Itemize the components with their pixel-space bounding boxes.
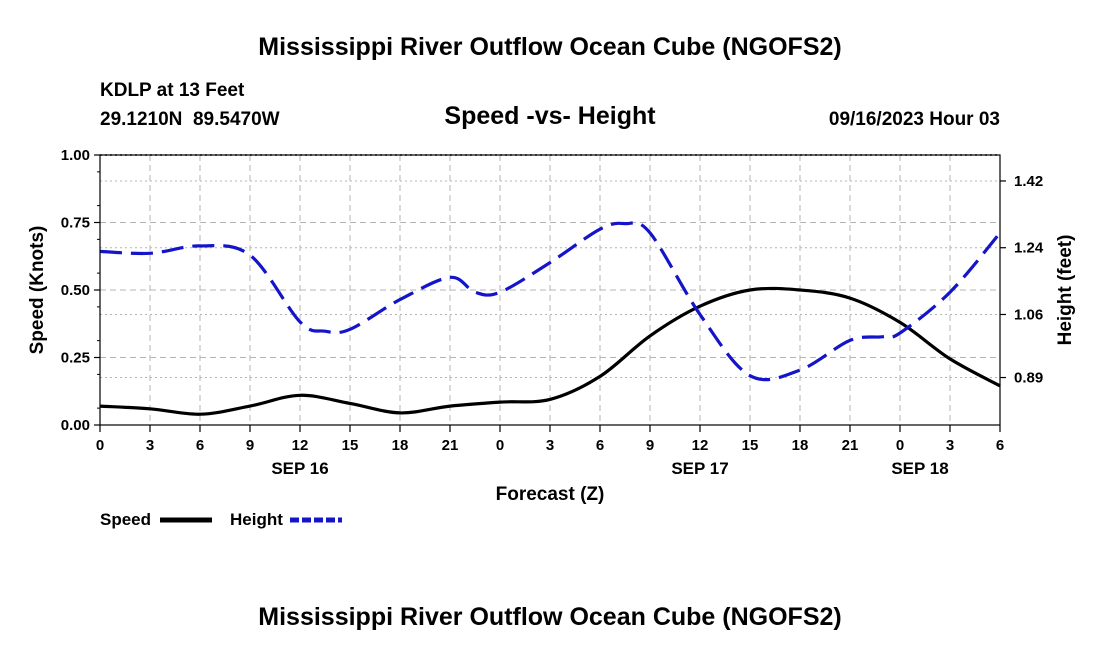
x-tick-label: 9 [646, 437, 654, 454]
y-tick-label: 0.50 [61, 282, 90, 299]
y-tick-label: 0.75 [61, 215, 90, 232]
x-tick-label: 9 [246, 437, 254, 454]
y2-tick-label: 1.06 [1014, 306, 1043, 323]
y-axis-label: Speed (Knots) [27, 226, 48, 355]
date-label: SEP 18 [891, 459, 948, 478]
speed-series-line [99, 286, 1001, 416]
x-tick-label: 3 [146, 437, 154, 454]
page-title: Mississippi River Outflow Ocean Cube (NG… [258, 33, 841, 61]
y-tick-label: 1.00 [61, 147, 90, 164]
x-tick-label: 6 [196, 437, 204, 454]
forecast-datetime: 09/16/2023 Hour 03 [829, 109, 1000, 130]
date-label: SEP 17 [671, 459, 728, 478]
height-series-line [99, 221, 1002, 382]
legend-speed-label: Speed [100, 510, 151, 529]
x-tick-label: 15 [742, 437, 759, 454]
y2-tick-label: 0.89 [1014, 370, 1043, 387]
legend: Speed Height [100, 510, 342, 529]
x-tick-label: 12 [292, 437, 309, 454]
x-tick-label: 3 [946, 437, 954, 454]
x-tick-label: 6 [996, 437, 1004, 454]
x-tick-label: 0 [896, 437, 904, 454]
gridlines [100, 155, 1000, 425]
station-coordinates: 29.1210N 89.5470W [100, 109, 280, 130]
chart-title: Speed -vs- Height [444, 102, 656, 130]
station-name: KDLP at 13 Feet [100, 80, 245, 101]
y2-tick-label: 1.24 [1014, 240, 1044, 257]
x-tick-label: 3 [546, 437, 554, 454]
x-tick-label: 0 [96, 437, 104, 454]
legend-height-label: Height [230, 510, 283, 529]
date-label: SEP 16 [271, 459, 328, 478]
y-tick-label: 0.25 [61, 350, 90, 367]
x-tick-label: 18 [392, 437, 409, 454]
y-tick-label: 0.00 [61, 417, 90, 434]
series-lines [99, 221, 1002, 416]
x-tick-label: 21 [842, 437, 859, 454]
axes: 0 3 6 9 12 15 18 21 0 3 6 9 12 15 18 21 0 3 6 SEP 16 SEP 17 S… [61, 147, 1044, 478]
y2-axis-label: Height (feet) [1055, 235, 1076, 346]
x-tick-label: 15 [342, 437, 359, 454]
x-tick-label: 21 [442, 437, 459, 454]
x-tick-label: 6 [596, 437, 604, 454]
footer-title: Mississippi River Outflow Ocean Cube (NG… [258, 603, 841, 631]
x-tick-label: 0 [496, 437, 504, 454]
y2-tick-label: 1.42 [1014, 173, 1043, 190]
x-tick-label: 18 [792, 437, 809, 454]
x-axis-label: Forecast (Z) [496, 484, 605, 505]
x-tick-label: 12 [692, 437, 709, 454]
